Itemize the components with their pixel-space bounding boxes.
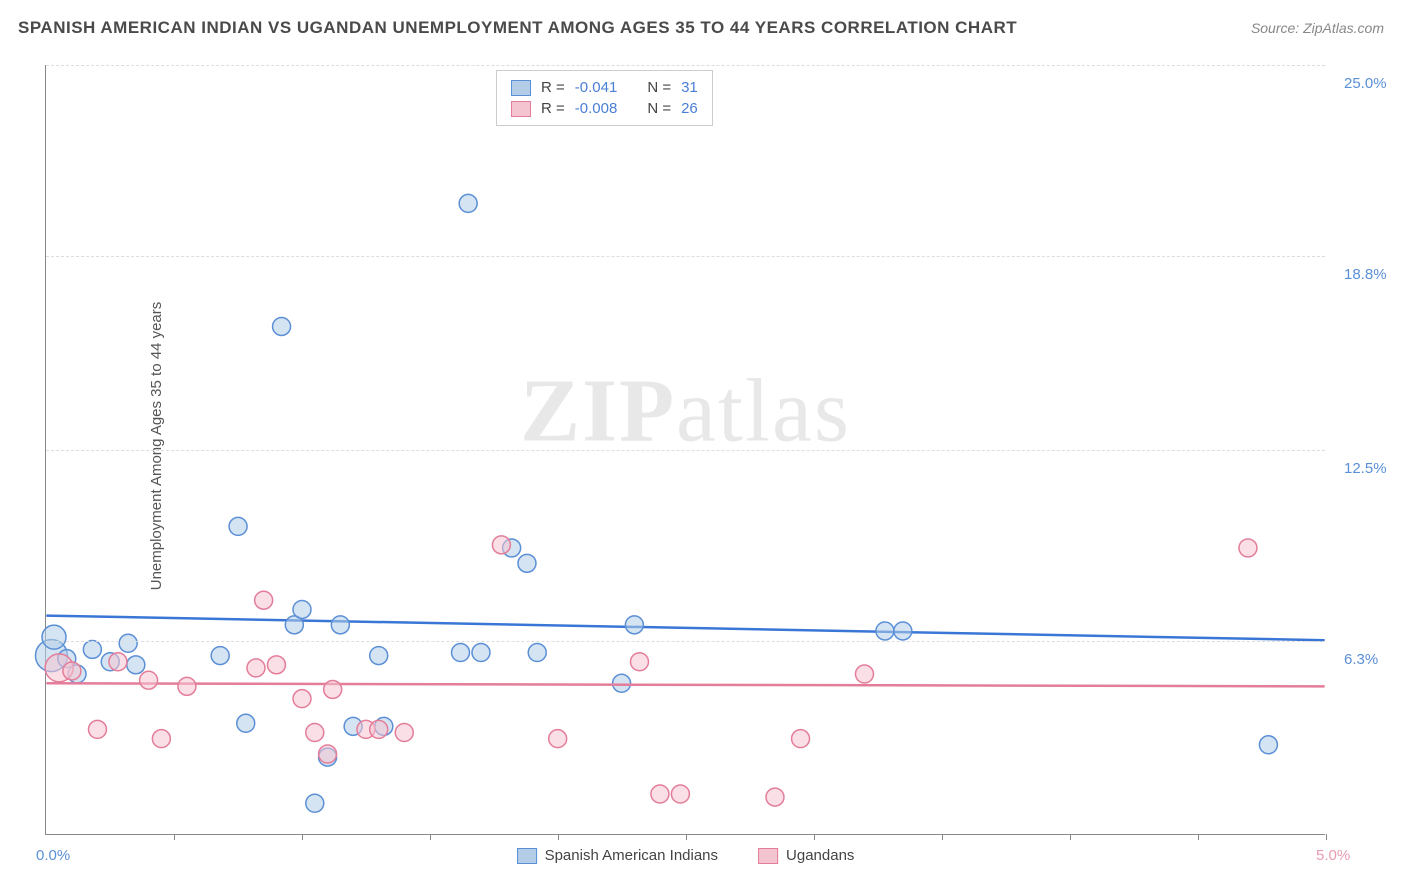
legend-swatch-2 bbox=[758, 848, 778, 864]
data-point bbox=[625, 616, 643, 634]
data-point bbox=[472, 644, 490, 662]
data-point bbox=[459, 194, 477, 212]
data-point bbox=[792, 730, 810, 748]
data-point bbox=[306, 724, 324, 742]
x-tick bbox=[814, 834, 815, 840]
data-point bbox=[247, 659, 265, 677]
y-tick-label: 18.8% bbox=[1344, 266, 1387, 283]
data-point bbox=[1239, 539, 1257, 557]
x-max-label: 5.0% bbox=[1316, 847, 1350, 864]
data-point bbox=[549, 730, 567, 748]
data-point bbox=[894, 622, 912, 640]
x-tick bbox=[174, 834, 175, 840]
chart-container: SPANISH AMERICAN INDIAN VS UGANDAN UNEMP… bbox=[0, 0, 1406, 892]
legend-item-2: Ugandans bbox=[758, 847, 854, 864]
data-point bbox=[178, 677, 196, 695]
data-point bbox=[671, 785, 689, 803]
x-tick bbox=[558, 834, 559, 840]
data-point bbox=[211, 647, 229, 665]
data-point bbox=[1259, 736, 1277, 754]
legend-label-2: Ugandans bbox=[786, 847, 854, 864]
legend-swatch-1 bbox=[517, 848, 537, 864]
data-point bbox=[370, 647, 388, 665]
data-point bbox=[395, 724, 413, 742]
data-point bbox=[855, 665, 873, 683]
legend-bottom: Spanish American Indians Ugandans bbox=[517, 847, 855, 864]
data-point bbox=[766, 788, 784, 806]
plot-area: ZIPatlas R = -0.041 N = 31 R = -0.008 N … bbox=[45, 65, 1325, 835]
data-point bbox=[267, 656, 285, 674]
y-tick-label: 6.3% bbox=[1344, 651, 1378, 668]
data-point bbox=[127, 656, 145, 674]
chart-title: SPANISH AMERICAN INDIAN VS UGANDAN UNEMP… bbox=[18, 18, 1017, 38]
x-tick bbox=[1326, 834, 1327, 840]
data-point bbox=[237, 714, 255, 732]
gridline bbox=[46, 256, 1325, 257]
data-point bbox=[331, 616, 349, 634]
data-point bbox=[119, 634, 137, 652]
data-point bbox=[273, 317, 291, 335]
data-point bbox=[306, 794, 324, 812]
trend-line bbox=[46, 683, 1324, 686]
y-tick-label: 12.5% bbox=[1344, 460, 1387, 477]
data-point bbox=[492, 536, 510, 554]
data-point bbox=[83, 640, 101, 658]
source-attribution: Source: ZipAtlas.com bbox=[1251, 20, 1384, 36]
data-point bbox=[140, 671, 158, 689]
data-point bbox=[452, 644, 470, 662]
data-point bbox=[528, 644, 546, 662]
gridline bbox=[46, 450, 1325, 451]
data-point bbox=[109, 653, 127, 671]
gridline bbox=[46, 641, 1325, 642]
data-point bbox=[293, 690, 311, 708]
x-min-label: 0.0% bbox=[36, 847, 70, 864]
data-point bbox=[613, 674, 631, 692]
data-point bbox=[370, 720, 388, 738]
data-point bbox=[651, 785, 669, 803]
legend-item-1: Spanish American Indians bbox=[517, 847, 718, 864]
data-point bbox=[229, 517, 247, 535]
data-point bbox=[324, 680, 342, 698]
data-point bbox=[876, 622, 894, 640]
data-point bbox=[319, 745, 337, 763]
x-tick bbox=[942, 834, 943, 840]
data-point bbox=[518, 554, 536, 572]
x-tick bbox=[302, 834, 303, 840]
data-point bbox=[255, 591, 273, 609]
data-point bbox=[152, 730, 170, 748]
x-tick bbox=[1070, 834, 1071, 840]
data-point bbox=[42, 625, 66, 649]
trend-line bbox=[46, 616, 1324, 641]
y-tick-label: 25.0% bbox=[1344, 75, 1387, 92]
x-tick bbox=[430, 834, 431, 840]
x-tick bbox=[1198, 834, 1199, 840]
data-point bbox=[88, 720, 106, 738]
legend-label-1: Spanish American Indians bbox=[545, 847, 718, 864]
data-point bbox=[63, 662, 81, 680]
data-point bbox=[293, 600, 311, 618]
gridline bbox=[46, 65, 1325, 66]
x-tick bbox=[686, 834, 687, 840]
data-point bbox=[630, 653, 648, 671]
